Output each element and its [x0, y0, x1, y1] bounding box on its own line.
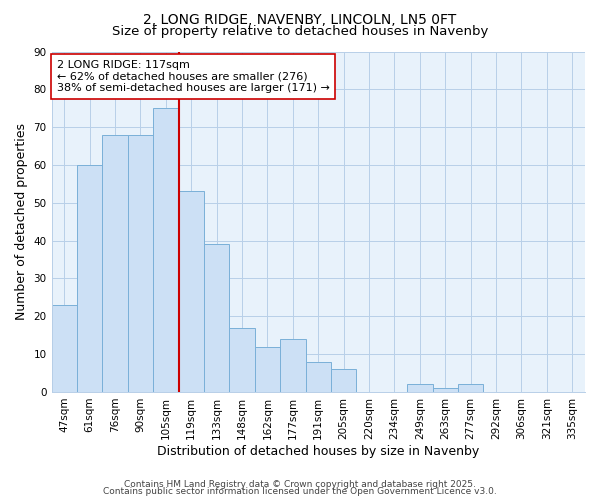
Bar — [77, 165, 103, 392]
Text: 2 LONG RIDGE: 117sqm
← 62% of detached houses are smaller (276)
38% of semi-deta: 2 LONG RIDGE: 117sqm ← 62% of detached h… — [57, 60, 330, 93]
Bar — [153, 108, 179, 392]
Text: Size of property relative to detached houses in Navenby: Size of property relative to detached ho… — [112, 25, 488, 38]
Bar — [305, 362, 331, 392]
Bar — [280, 339, 305, 392]
Bar — [229, 328, 255, 392]
Y-axis label: Number of detached properties: Number of detached properties — [15, 123, 28, 320]
Bar — [331, 370, 356, 392]
Bar — [103, 134, 128, 392]
Bar — [52, 305, 77, 392]
Text: Contains HM Land Registry data © Crown copyright and database right 2025.: Contains HM Land Registry data © Crown c… — [124, 480, 476, 489]
Bar — [204, 244, 229, 392]
Bar — [128, 134, 153, 392]
Text: Contains public sector information licensed under the Open Government Licence v3: Contains public sector information licen… — [103, 488, 497, 496]
Bar — [458, 384, 484, 392]
X-axis label: Distribution of detached houses by size in Navenby: Distribution of detached houses by size … — [157, 444, 479, 458]
Bar — [407, 384, 433, 392]
Bar — [179, 192, 204, 392]
Bar — [255, 346, 280, 392]
Bar — [433, 388, 458, 392]
Text: 2, LONG RIDGE, NAVENBY, LINCOLN, LN5 0FT: 2, LONG RIDGE, NAVENBY, LINCOLN, LN5 0FT — [143, 12, 457, 26]
